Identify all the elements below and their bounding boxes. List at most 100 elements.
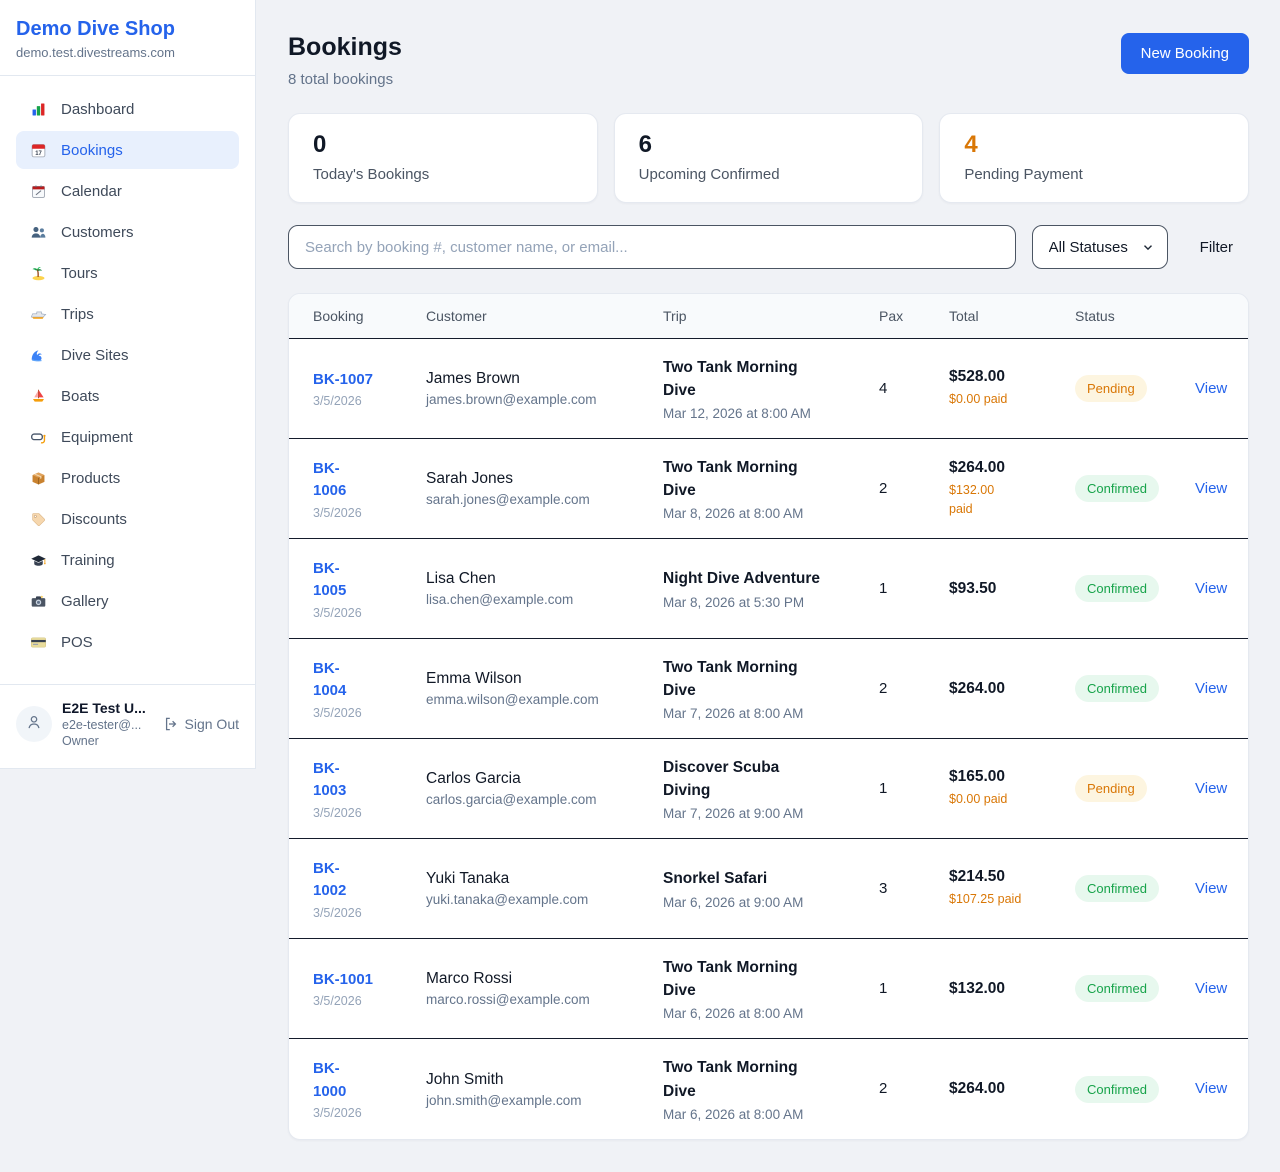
- cell-status: Pending: [1075, 375, 1195, 402]
- customer-email: john.smith@example.com: [426, 1092, 582, 1108]
- stat-label: Upcoming Confirmed: [638, 166, 780, 183]
- cell-pax: 2: [879, 1080, 949, 1098]
- total-amount: $264.00: [949, 459, 1006, 477]
- column-header-actions: [1195, 294, 1224, 338]
- column-header-trip: Trip: [663, 308, 687, 324]
- booking-date: 3/5/2026: [313, 394, 362, 409]
- sidebar-item-gallery[interactable]: Gallery: [16, 582, 239, 620]
- package-icon: [28, 469, 48, 487]
- view-link[interactable]: View: [1195, 679, 1228, 697]
- cell-customer: Carlos Garcia carlos.garcia@example.com: [426, 770, 663, 807]
- sidebar-item-boats[interactable]: Boats: [16, 377, 239, 415]
- trip-datetime: Mar 6, 2026 at 9:00 AM: [663, 894, 804, 910]
- sidebar-item-equipment[interactable]: Equipment: [16, 418, 239, 456]
- new-booking-button[interactable]: New Booking: [1120, 33, 1249, 74]
- cell-status: Confirmed: [1075, 675, 1195, 702]
- wave-icon: [28, 346, 48, 364]
- cell-trip: Night Dive Adventure Mar 8, 2026 at 5:30…: [663, 567, 879, 609]
- trip-name: Two Tank Morning Dive: [663, 658, 798, 699]
- sidebar-item-bookings[interactable]: 17 Bookings: [16, 131, 239, 169]
- filter-button[interactable]: Filter: [1184, 239, 1249, 256]
- cell-total: $93.50: [949, 580, 1075, 598]
- pax-count: 2: [879, 679, 888, 697]
- cell-pax: 1: [879, 580, 949, 598]
- cell-total: $264.00 $132.00 paid: [949, 459, 1075, 517]
- cell-customer: James Brown james.brown@example.com: [426, 370, 663, 407]
- sidebar-item-calendar[interactable]: Calendar: [16, 172, 239, 210]
- booking-date: 3/5/2026: [313, 805, 362, 820]
- cell-status: Pending: [1075, 775, 1195, 802]
- status-badge: Confirmed: [1075, 1075, 1159, 1103]
- view-link[interactable]: View: [1195, 779, 1228, 797]
- diving-mask-icon: [28, 428, 48, 446]
- booking-id-link[interactable]: BK-1005: [313, 559, 347, 600]
- booking-id-link[interactable]: BK-1007: [313, 370, 374, 388]
- user-meta: E2E Test U... e2e-tester@... Owner: [62, 700, 146, 748]
- booking-date: 3/5/2026: [313, 705, 362, 720]
- cell-customer: Marco Rossi marco.rossi@example.com: [426, 970, 663, 1007]
- view-link[interactable]: View: [1195, 479, 1228, 497]
- cell-pax: 2: [879, 480, 949, 498]
- customer-email: yuki.tanaka@example.com: [426, 892, 589, 907]
- filter-bar: All Statuses Filter: [288, 225, 1249, 269]
- cell-trip: Snorkel Safari Mar 6, 2026 at 9:00 AM: [663, 867, 879, 909]
- view-link[interactable]: View: [1195, 379, 1228, 397]
- pax-count: 2: [879, 1080, 888, 1097]
- sidebar-item-trips[interactable]: Trips: [16, 295, 239, 333]
- trip-name: Snorkel Safari: [663, 870, 768, 888]
- booking-id-link[interactable]: BK-1001: [313, 970, 374, 988]
- sidebar-item-dashboard[interactable]: Dashboard: [16, 90, 239, 128]
- sidebar-item-discounts[interactable]: Discounts: [16, 500, 239, 538]
- status-badge: Confirmed: [1075, 675, 1159, 702]
- stat-value: 6: [638, 131, 653, 158]
- status-select[interactable]: All Statuses: [1031, 225, 1168, 269]
- cell-booking: BK-1006 3/5/2026: [313, 458, 426, 520]
- trip-datetime: Mar 8, 2026 at 5:30 PM: [663, 594, 805, 610]
- sidebar-item-customers[interactable]: Customers: [16, 213, 239, 251]
- cell-trip: Two Tank Morning Dive Mar 6, 2026 at 8:0…: [663, 956, 879, 1022]
- page-subtitle: 8 total bookings: [288, 71, 394, 88]
- tag-icon: [28, 510, 48, 528]
- column-header-status: Status: [1075, 308, 1115, 324]
- status-badge: Pending: [1075, 775, 1147, 802]
- person-icon: [25, 713, 43, 736]
- booking-id-link[interactable]: BK-1002: [313, 859, 347, 900]
- stat-card: 6 Upcoming Confirmed: [613, 113, 924, 203]
- booking-id-link[interactable]: BK-1003: [313, 759, 347, 800]
- pax-count: 3: [879, 879, 888, 897]
- search-input[interactable]: [288, 225, 1016, 269]
- table-row: BK-1006 3/5/2026 Sarah Jones sarah.jones…: [289, 439, 1248, 539]
- table-row: BK-1004 3/5/2026 Emma Wilson emma.wilson…: [289, 639, 1248, 739]
- cell-booking: BK-1003 3/5/2026: [313, 758, 426, 820]
- view-link[interactable]: View: [1195, 879, 1228, 897]
- stat-value: 0: [313, 131, 327, 158]
- booking-id-link[interactable]: BK-1006: [313, 459, 347, 500]
- cell-actions: View: [1195, 680, 1227, 698]
- view-link[interactable]: View: [1195, 1080, 1228, 1097]
- stat-card: 4 Pending Payment: [939, 113, 1249, 203]
- customer-name: Yuki Tanaka: [426, 870, 510, 887]
- view-link[interactable]: View: [1195, 579, 1228, 597]
- sidebar-item-tours[interactable]: Tours: [16, 254, 239, 292]
- booking-id-link[interactable]: BK-1004: [313, 659, 347, 700]
- sidebar-item-dive-sites[interactable]: Dive Sites: [16, 336, 239, 374]
- sidebar-item-training[interactable]: Training: [16, 541, 239, 579]
- trip-datetime: Mar 7, 2026 at 9:00 AM: [663, 806, 804, 822]
- total-amount: $93.50: [949, 579, 997, 597]
- trip-name: Two Tank Morning Dive: [663, 1059, 798, 1100]
- view-link[interactable]: View: [1195, 979, 1228, 997]
- customer-name: James Brown: [426, 370, 520, 387]
- customer-email: carlos.garcia@example.com: [426, 792, 597, 807]
- status-badge: Confirmed: [1075, 875, 1159, 902]
- booking-id-link[interactable]: BK-1000: [313, 1060, 347, 1100]
- page-header: Bookings 8 total bookings New Booking: [288, 33, 1249, 88]
- pax-count: 1: [879, 979, 888, 997]
- sidebar-item-pos[interactable]: POS: [16, 623, 239, 661]
- sidebar-item-products[interactable]: Products: [16, 459, 239, 497]
- status-badge: Confirmed: [1075, 475, 1159, 502]
- trip-name: Discover Scuba Diving: [663, 758, 780, 799]
- sign-out-button[interactable]: Sign Out: [163, 716, 239, 732]
- cell-actions: View: [1195, 380, 1227, 398]
- camera-icon: [28, 592, 48, 610]
- table-row: BK-1002 3/5/2026 Yuki Tanaka yuki.tanaka…: [289, 839, 1248, 939]
